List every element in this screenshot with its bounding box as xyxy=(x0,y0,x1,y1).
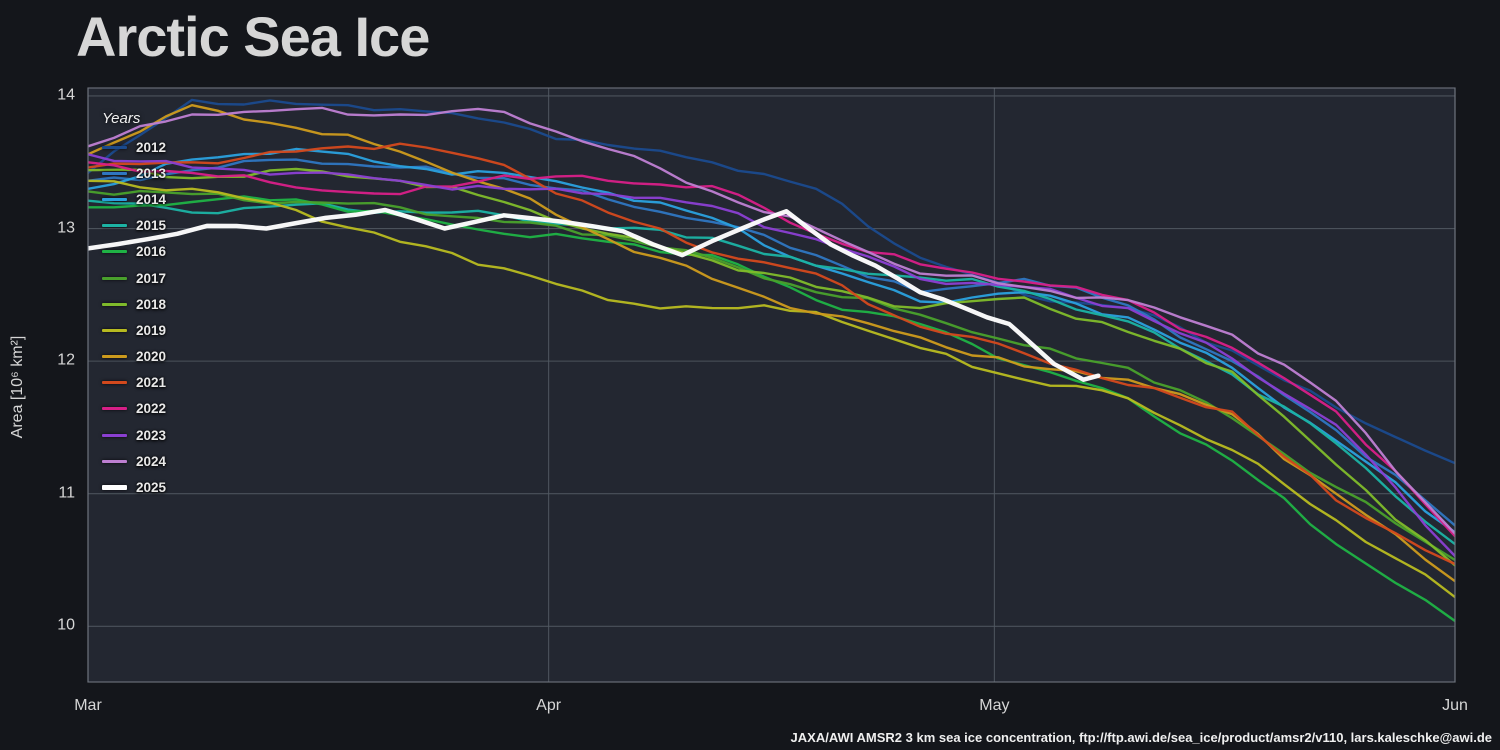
x-tick-Apr: Apr xyxy=(536,697,562,714)
legend-swatch-2013 xyxy=(102,171,127,175)
line-2025 xyxy=(88,207,1101,382)
legend-label-2025: 2025 xyxy=(136,480,167,496)
legend-label-2013: 2013 xyxy=(136,165,167,181)
legend-swatch-2023 xyxy=(102,433,127,437)
legend-label-2016: 2016 xyxy=(136,244,167,260)
legend-swatch-2018 xyxy=(102,302,127,306)
legend-item-2014: 2014 xyxy=(102,186,166,212)
legend-swatch-2025 xyxy=(102,485,127,491)
legend-item-2016: 2016 xyxy=(102,239,166,265)
legend-swatch-2014 xyxy=(102,197,127,201)
line-2021 xyxy=(88,142,1455,566)
legend-item-2012: 2012 xyxy=(102,134,166,160)
legend-label-2014: 2014 xyxy=(136,191,167,207)
line-2013 xyxy=(88,158,1455,527)
legend-label-2020: 2020 xyxy=(136,349,167,365)
y-tick-12: 12 xyxy=(57,351,75,369)
legend-swatch-2019 xyxy=(102,328,127,332)
legend-swatch-2012 xyxy=(102,145,127,149)
legend-swatch-2024 xyxy=(102,459,127,463)
series-lines xyxy=(88,98,1455,623)
line-2012 xyxy=(88,98,1455,465)
legend-label-2022: 2022 xyxy=(136,401,167,417)
line-2018 xyxy=(88,167,1455,567)
line-2022 xyxy=(88,161,1455,538)
legend-item-2023: 2023 xyxy=(102,422,166,448)
legend-item-2015: 2015 xyxy=(102,213,166,239)
plot-border xyxy=(87,87,1456,683)
line-2014 xyxy=(88,147,1455,534)
legend-item-2021: 2021 xyxy=(102,370,166,396)
y-tick-10: 10 xyxy=(57,616,75,634)
y-tick-14: 14 xyxy=(57,86,75,104)
legend-item-2017: 2017 xyxy=(102,265,166,291)
legend-item-2019: 2019 xyxy=(102,317,166,343)
legend-label-2012: 2012 xyxy=(136,139,167,155)
legend-item-2013: 2013 xyxy=(102,160,166,186)
y-tick-13: 13 xyxy=(57,219,75,237)
y-tick-11: 11 xyxy=(58,484,75,502)
line-2019 xyxy=(88,179,1455,599)
plot-area xyxy=(88,88,1455,682)
legend-item-2024: 2024 xyxy=(102,448,166,474)
legend: Years 2012 2013 2014 2015 2016 2017 2018 2019 20… xyxy=(102,110,166,501)
legend-label-2015: 2015 xyxy=(136,218,167,234)
legend-label-2019: 2019 xyxy=(136,322,167,338)
legend-item-2020: 2020 xyxy=(102,344,166,370)
legend-swatch-2016 xyxy=(102,250,127,254)
legend-items: 2012 2013 2014 2015 2016 2017 2018 2019 2020 2021… xyxy=(102,134,166,501)
y-axis-title: Area [10⁶ km²] xyxy=(9,335,26,439)
legend-label-2017: 2017 xyxy=(136,270,167,286)
legend-title: Years xyxy=(102,110,141,127)
legend-item-2022: 2022 xyxy=(102,396,166,422)
data-source-credit: JAXA/AWI AMSR2 3 km sea ice concentratio… xyxy=(790,730,1492,745)
chart-title: Arctic Sea Ice xyxy=(76,5,430,68)
line-2024 xyxy=(88,106,1455,535)
legend-swatch-2022 xyxy=(102,407,127,411)
line-2023 xyxy=(88,153,1455,558)
legend-swatch-2020 xyxy=(102,355,127,359)
legend-item-2025: 2025 xyxy=(102,474,166,500)
x-tick-Jun: Jun xyxy=(1442,697,1468,714)
legend-label-2018: 2018 xyxy=(136,296,167,312)
x-tick-May: May xyxy=(979,697,1010,714)
legend-swatch-2021 xyxy=(102,381,127,385)
legend-swatch-2017 xyxy=(102,276,127,280)
legend-swatch-2015 xyxy=(102,224,127,228)
legend-label-2024: 2024 xyxy=(136,453,167,469)
x-tick-Mar: Mar xyxy=(74,697,102,714)
legend-item-2018: 2018 xyxy=(102,291,166,317)
legend-label-2023: 2023 xyxy=(136,427,167,443)
legend-label-2021: 2021 xyxy=(136,375,167,391)
